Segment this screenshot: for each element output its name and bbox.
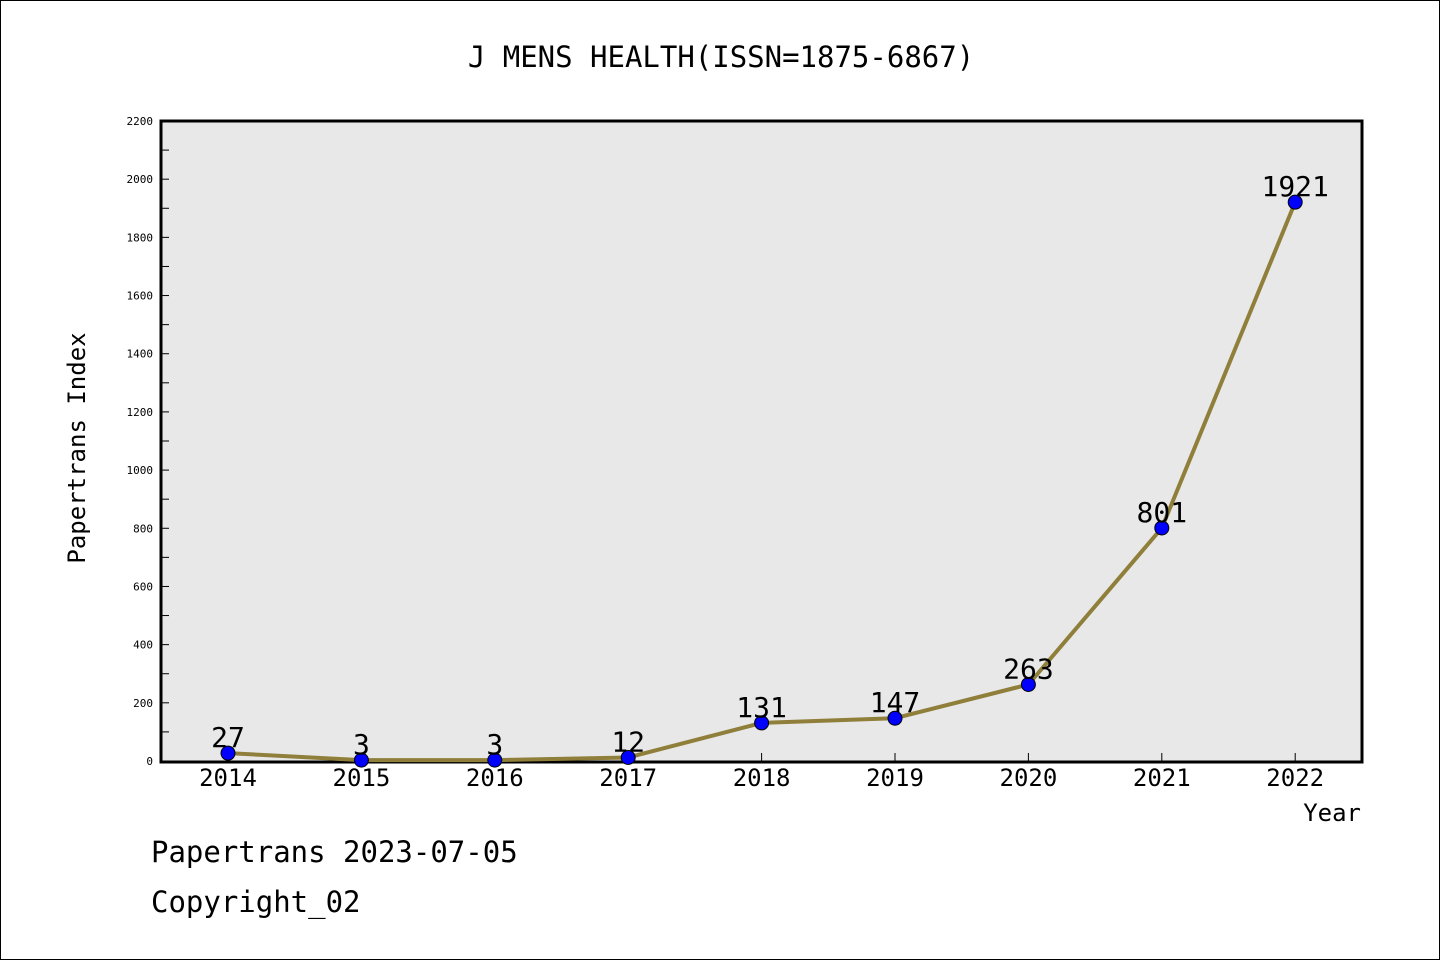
y-tick-label: 1400 (127, 348, 154, 361)
y-tick-label: 800 (133, 522, 153, 535)
data-point-marker (1020, 676, 1036, 692)
x-tick-label: 2015 (333, 764, 391, 792)
data-point-marker (887, 710, 903, 726)
x-axis-label: Year (1303, 799, 1361, 827)
x-tick-label: 2018 (733, 764, 791, 792)
data-point-marker (353, 752, 369, 768)
x-tick-label: 2022 (1266, 764, 1324, 792)
y-tick-label: 1200 (127, 406, 154, 419)
data-label: 131 (736, 691, 787, 724)
series-papertrans-index: 27 3 3 12 131 147 263 801 1921 (211, 170, 1329, 768)
data-label: 3 (353, 728, 370, 761)
data-point-marker (754, 715, 770, 731)
data-point-marker (1287, 194, 1303, 210)
footer-date-text: Papertrans 2023-07-05 (151, 835, 518, 869)
y-tick-label: 600 (133, 580, 153, 593)
x-tick-label: 2020 (1000, 764, 1058, 792)
data-point-marker (620, 750, 636, 766)
data-point-marker (1154, 520, 1170, 536)
y-tick-label: 200 (133, 697, 153, 710)
x-tick-label: 2021 (1133, 764, 1191, 792)
x-tick-label: 2014 (199, 764, 257, 792)
y-tick-label: 2200 (127, 115, 154, 128)
plot-area (159, 119, 1364, 764)
data-label: 263 (1003, 652, 1054, 685)
data-label: 27 (211, 721, 245, 754)
x-tick-label: 2016 (466, 764, 524, 792)
data-label: 1921 (1261, 170, 1328, 203)
chart-title: J MENS HEALTH(ISSN=1875-6867) (468, 40, 974, 74)
y-tick-label: 1800 (127, 231, 154, 244)
y-axis-label: Papertrans Index (63, 332, 91, 563)
y-tick-label: 400 (133, 639, 153, 652)
y-tick-label: 0 (146, 755, 153, 768)
y-tick-label: 1000 (127, 464, 154, 477)
data-label: 147 (870, 686, 921, 719)
data-point-marker (487, 752, 503, 768)
data-label: 801 (1137, 496, 1188, 529)
x-axis: 2014 2015 2016 2017 2018 2019 2020 2021 2022 (199, 753, 1324, 792)
x-tick-label: 2017 (599, 764, 657, 792)
data-point-marker (220, 745, 236, 761)
x-tick-label: 2019 (866, 764, 924, 792)
y-tick-label: 2000 (127, 173, 154, 186)
y-axis: 0 200 400 600 800 1000 1200 1400 1600 1800 2000 220… (127, 115, 169, 768)
data-label: 12 (611, 726, 645, 759)
footer-copyright-text: Copyright_02 (151, 885, 361, 919)
y-tick-label: 1600 (127, 290, 154, 303)
data-label: 3 (486, 728, 503, 761)
